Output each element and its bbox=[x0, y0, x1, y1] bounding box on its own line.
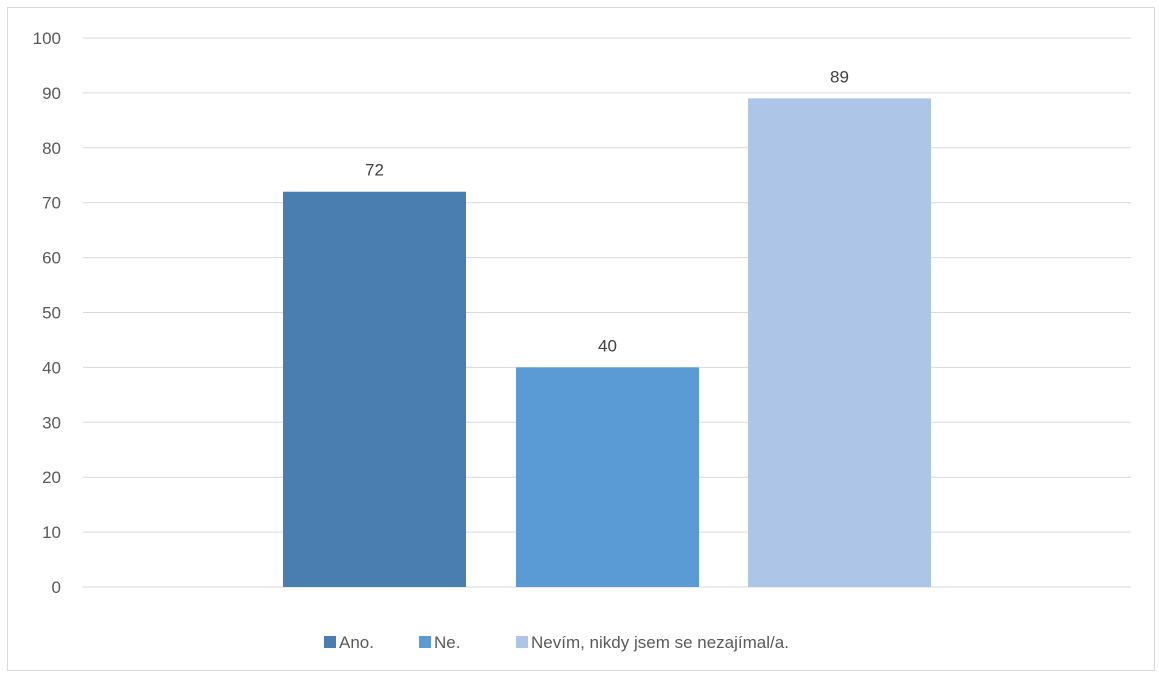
bar-2 bbox=[516, 367, 699, 587]
y-tick-label-80: 80 bbox=[42, 139, 61, 158]
legend-swatch-3 bbox=[516, 636, 528, 648]
y-tick-label-20: 20 bbox=[42, 468, 61, 487]
y-tick-label-40: 40 bbox=[42, 358, 61, 377]
legend-item-1: Ano. bbox=[324, 633, 374, 652]
y-tick-label-70: 70 bbox=[42, 194, 61, 213]
bar-3 bbox=[748, 98, 931, 587]
y-tick-label-50: 50 bbox=[42, 304, 61, 323]
bars bbox=[283, 98, 931, 587]
y-tick-label-0: 0 bbox=[52, 578, 61, 597]
legend-swatch-1 bbox=[324, 636, 336, 648]
data-labels: 72 40 89 bbox=[365, 67, 849, 355]
y-tick-label-10: 10 bbox=[42, 523, 61, 542]
y-axis-tick-labels: 0 10 20 30 40 50 60 70 80 90 100 bbox=[33, 29, 61, 597]
legend-item-2: Ne. bbox=[419, 633, 460, 652]
legend-label-2: Ne. bbox=[434, 633, 460, 652]
data-label-3: 89 bbox=[830, 67, 849, 86]
data-label-1: 72 bbox=[365, 161, 384, 180]
y-tick-label-100: 100 bbox=[33, 29, 61, 48]
legend-item-3: Nevím, nikdy jsem se nezajímal/a. bbox=[516, 633, 789, 652]
gridlines bbox=[83, 37, 1131, 588]
y-tick-label-30: 30 bbox=[42, 413, 61, 432]
data-label-2: 40 bbox=[598, 336, 617, 355]
y-tick-label-90: 90 bbox=[42, 84, 61, 103]
bar-1 bbox=[283, 191, 466, 587]
legend-label-1: Ano. bbox=[339, 633, 374, 652]
legend-swatch-2 bbox=[419, 636, 431, 648]
y-tick-label-60: 60 bbox=[42, 249, 61, 268]
legend-label-3: Nevím, nikdy jsem se nezajímal/a. bbox=[531, 633, 789, 652]
legend: Ano. Ne. Nevím, nikdy jsem se nezajímal/a. bbox=[324, 633, 789, 652]
